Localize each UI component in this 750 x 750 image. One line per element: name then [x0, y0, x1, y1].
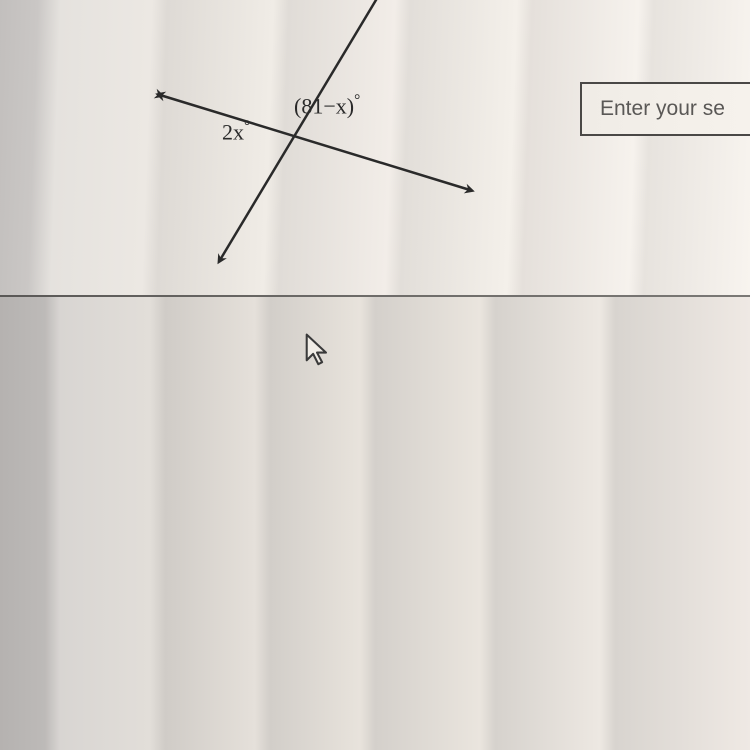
horizontal-divider [0, 295, 750, 297]
angle-left-degree: ° [244, 118, 250, 135]
line-1-start-arrow [160, 95, 162, 96]
angle-right-base: (81−x) [294, 93, 354, 118]
intersecting-lines-diagram [100, 0, 520, 290]
line-2-start-arrow [220, 258, 221, 260]
angle-label-right: (81−x)° [294, 92, 360, 119]
problem-region: 2x° (81−x)° Enter your se [0, 0, 750, 295]
diagram-svg [100, 0, 520, 290]
angle-label-left: 2x° [222, 118, 250, 145]
screen-surface: 2x° (81−x)° Enter your se [0, 0, 750, 750]
answer-input-placeholder: Enter your se [600, 97, 725, 121]
answer-input[interactable]: Enter your se [580, 82, 750, 136]
cursor-pointer-icon [303, 332, 331, 368]
angle-left-base: 2x [222, 119, 244, 144]
angle-right-degree: ° [354, 92, 360, 109]
